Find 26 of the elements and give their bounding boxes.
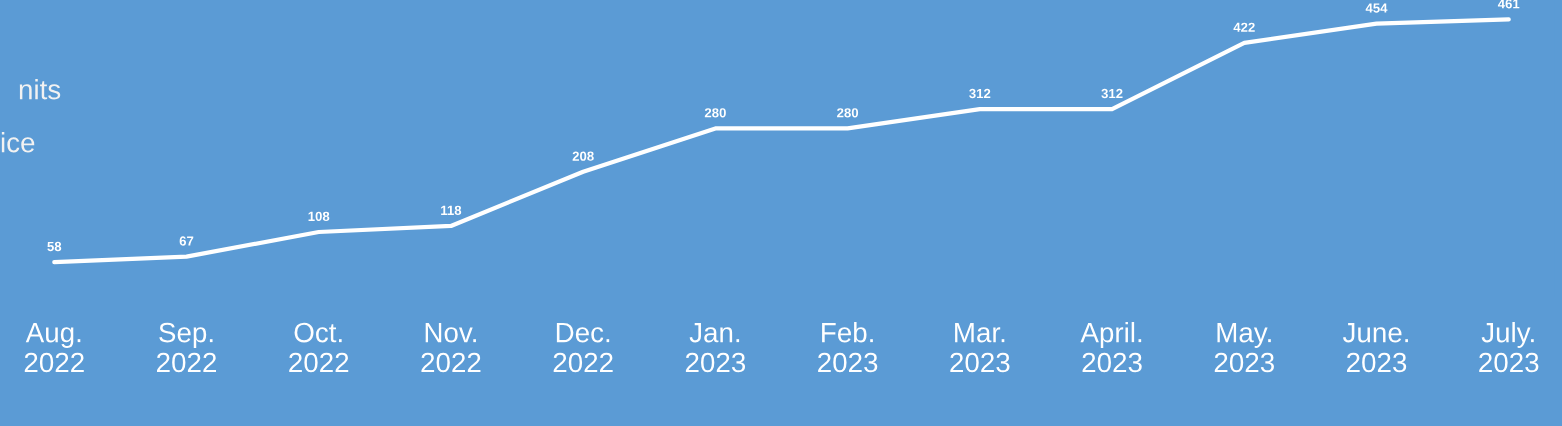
annotation: ice bbox=[1, 132, 35, 153]
data-label: 280 bbox=[704, 108, 726, 118]
x-tick-label: Jan. 2023 bbox=[685, 323, 746, 373]
x-tick-label: Oct. 2022 bbox=[289, 322, 349, 373]
data-label: 461 bbox=[1497, 0, 1520, 9]
data-label: 312 bbox=[969, 88, 991, 99]
data-label: 58 bbox=[47, 241, 62, 252]
data-label: 67 bbox=[179, 236, 194, 246]
x-tick-label: June. 2023 bbox=[1342, 323, 1408, 373]
x-tick-label: July. 2023 bbox=[1479, 322, 1539, 373]
x-tick-label: Aug. 2022 bbox=[24, 323, 84, 373]
x-tick-label: Mar. 2023 bbox=[950, 323, 1010, 373]
data-label: 422 bbox=[1233, 22, 1255, 32]
x-tick-label: Dec. 2022 bbox=[553, 323, 613, 373]
data-label: 118 bbox=[441, 205, 462, 216]
data-label: 280 bbox=[837, 108, 859, 118]
annotation: nits bbox=[19, 79, 61, 100]
data-label: 208 bbox=[572, 151, 594, 161]
x-tick-label: May. 2023 bbox=[1214, 323, 1274, 373]
x-tick-label: Feb. 2023 bbox=[818, 322, 878, 373]
data-label: 454 bbox=[1365, 3, 1388, 13]
data-label: 312 bbox=[1101, 88, 1123, 99]
x-tick-label: April. 2023 bbox=[1080, 322, 1142, 373]
x-tick-label: Nov. 2022 bbox=[421, 323, 481, 373]
data-label: 108 bbox=[308, 211, 330, 222]
x-tick-label: Sep. 2022 bbox=[157, 322, 217, 373]
